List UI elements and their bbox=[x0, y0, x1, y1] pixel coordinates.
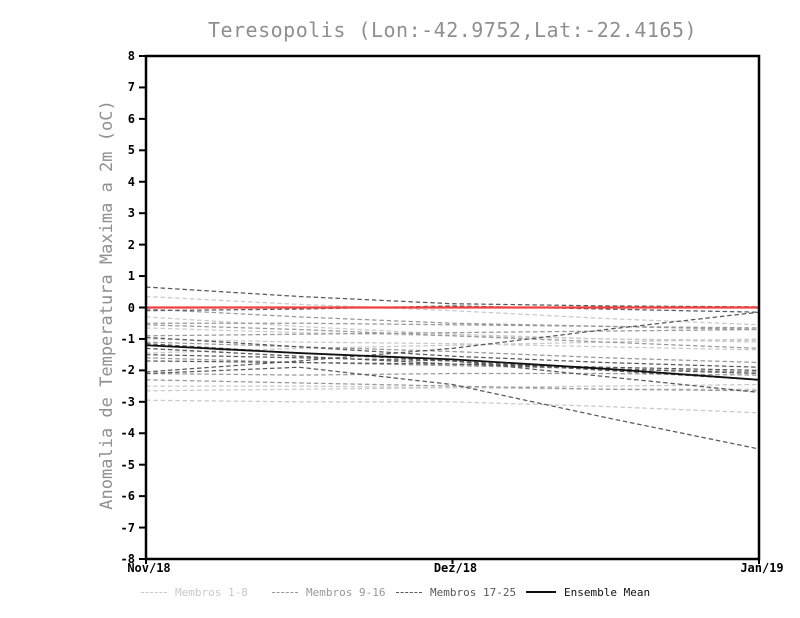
legend-item-label: Membros 9-16 bbox=[306, 585, 386, 599]
y-tick-label: 7 bbox=[127, 80, 135, 95]
y-tick-label: -1 bbox=[120, 331, 135, 346]
member-line-14 bbox=[145, 357, 760, 373]
dashed-line-icon bbox=[141, 591, 167, 593]
x-tick-label: Jan/19 bbox=[740, 561, 784, 575]
y-tick-label: 5 bbox=[127, 143, 135, 158]
member-line-22 bbox=[145, 354, 760, 394]
x-tick-label: Dez/18 bbox=[433, 561, 478, 575]
member-line-9 bbox=[145, 308, 760, 331]
y-tick-label: -4 bbox=[120, 426, 135, 441]
y-tick-label: 4 bbox=[127, 174, 135, 189]
member-line-25 bbox=[145, 311, 760, 373]
legend-item-label: Membros 17-25 bbox=[430, 585, 517, 599]
legend-item: Ensemble Mean bbox=[526, 584, 650, 600]
y-tick-label: -2 bbox=[120, 363, 135, 378]
y-tick-label: 8 bbox=[127, 49, 135, 63]
y-tick-label: -6 bbox=[120, 489, 135, 504]
y-tick-label: -8 bbox=[120, 552, 135, 566]
legend-item-label: Membros 1-8 bbox=[175, 585, 248, 599]
legend: Membros 1-8 Membros 9-16 Membros 17-25 Ense… bbox=[0, 584, 800, 602]
y-tick-label: -3 bbox=[120, 394, 135, 409]
member-line-13 bbox=[145, 341, 760, 364]
y-tick-label: -7 bbox=[120, 520, 135, 535]
y-tick-label: -5 bbox=[120, 457, 135, 472]
legend-item: Membros 17-25 bbox=[396, 584, 516, 600]
legend-item: Membros 1-8 bbox=[141, 584, 248, 600]
x-tick-label: Nov/18 bbox=[127, 561, 171, 575]
y-tick-label: 2 bbox=[127, 237, 135, 252]
dashed-line-icon bbox=[396, 591, 422, 593]
member-line-8 bbox=[145, 399, 760, 414]
member-line-1 bbox=[145, 295, 760, 326]
page-title: Teresopolis (Lon:-42.9752,Lat:-22.4165) bbox=[207, 18, 698, 42]
member-line-21 bbox=[145, 347, 760, 375]
member-line-19 bbox=[145, 336, 760, 368]
member-line-24 bbox=[145, 366, 760, 450]
legend-item-label: Ensemble Mean bbox=[564, 585, 651, 599]
ensemble-mean-line bbox=[145, 344, 760, 381]
member-line-17 bbox=[145, 286, 760, 308]
legend-item: Membros 9-16 bbox=[272, 584, 385, 600]
y-tick-label: 6 bbox=[127, 111, 135, 126]
dashed-line-icon bbox=[272, 591, 298, 593]
member-line-11 bbox=[145, 324, 760, 349]
y-tick-label: 1 bbox=[127, 269, 135, 284]
member-line-6 bbox=[146, 385, 759, 390]
member-line-2 bbox=[145, 316, 760, 343]
solid-line-icon bbox=[526, 591, 556, 593]
y-tick-label: 0 bbox=[127, 300, 135, 315]
y-tick-label: 3 bbox=[127, 206, 135, 221]
